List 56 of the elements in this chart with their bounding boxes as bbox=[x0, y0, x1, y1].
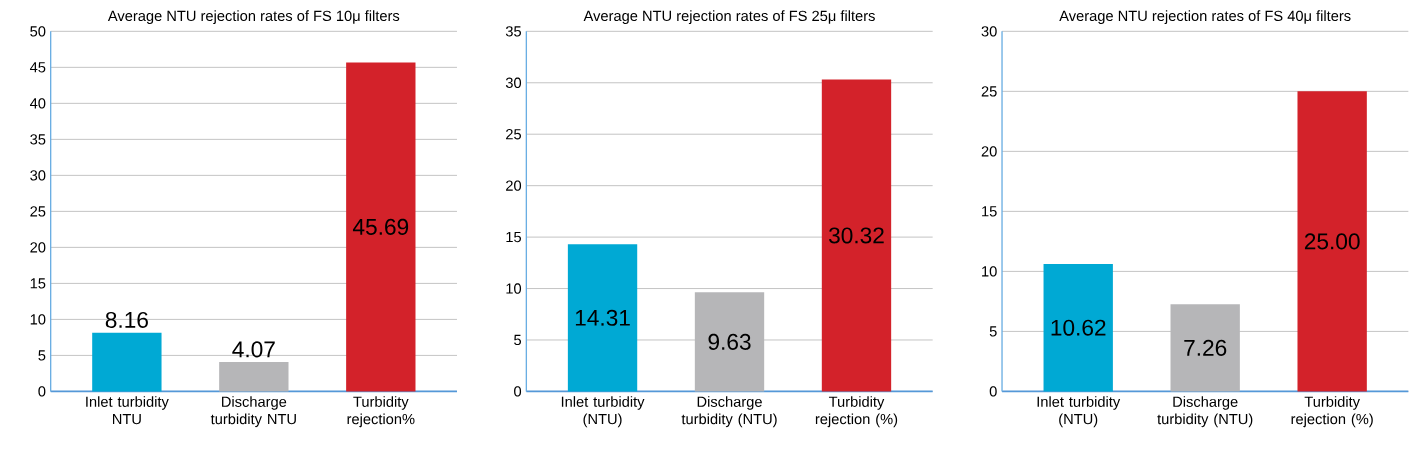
y-tick-label: 20 bbox=[30, 242, 46, 253]
y-tick-label: 50 bbox=[30, 26, 46, 37]
y-tick-label: 0 bbox=[514, 386, 522, 397]
y-tick-label: 25 bbox=[30, 206, 46, 217]
y-tick-label: 0 bbox=[38, 386, 46, 397]
chart-title: Average NTU rejection rates of FS 40μ filters bbox=[1059, 10, 1351, 24]
bar bbox=[92, 332, 162, 392]
data-label: 14.31 bbox=[575, 309, 630, 326]
y-tick-label: 10 bbox=[506, 283, 522, 294]
y-tick-label: 30 bbox=[30, 170, 46, 181]
data-label: 30.32 bbox=[828, 227, 884, 244]
y-tick-label: 20 bbox=[981, 146, 997, 157]
y-tick-label: 30 bbox=[505, 77, 522, 88]
data-label: 4.07 bbox=[232, 341, 275, 358]
bar bbox=[1170, 304, 1240, 392]
bar bbox=[567, 244, 638, 392]
x-tick-label: Inlet turbidity (NTU) bbox=[561, 396, 645, 428]
bar bbox=[1043, 263, 1113, 392]
data-label: 7.26 bbox=[1184, 339, 1227, 356]
y-tick-label: 45 bbox=[29, 62, 46, 73]
y-tick-label: 35 bbox=[30, 134, 46, 145]
y-tick-label: 5 bbox=[514, 334, 522, 346]
data-label: 25.00 bbox=[1304, 233, 1360, 250]
bar bbox=[821, 79, 892, 392]
chart-title: Average NTU rejection rates of FS 10μ filters bbox=[107, 10, 400, 24]
data-label: 9.63 bbox=[708, 333, 751, 350]
y-tick-label: 30 bbox=[981, 26, 997, 37]
y-tick-label: 35 bbox=[505, 26, 522, 37]
x-tick-label: Turbidity rejection (%) bbox=[815, 396, 898, 428]
data-label: 45.69 bbox=[352, 218, 409, 235]
y-tick-label: 15 bbox=[982, 206, 997, 217]
y-tick-label: 15 bbox=[30, 278, 46, 289]
y-tick-label: 25 bbox=[506, 128, 522, 140]
x-tick-label: Inlet turbidity NTU bbox=[86, 396, 169, 425]
bar bbox=[694, 292, 765, 392]
x-tick-label: Turbidity rejection% bbox=[347, 396, 415, 428]
y-tick-label: 40 bbox=[29, 98, 46, 109]
bar bbox=[1297, 91, 1367, 392]
bar bbox=[346, 62, 416, 392]
y-tick-label: 25 bbox=[981, 86, 997, 97]
x-tick-label: Discharge turbidity NTU bbox=[210, 396, 296, 428]
x-tick-label: Discharge turbidity (NTU) bbox=[681, 396, 777, 428]
y-tick-label: 0 bbox=[989, 386, 997, 397]
y-tick-label: 10 bbox=[30, 314, 46, 325]
data-label: 10.62 bbox=[1051, 319, 1106, 336]
y-tick-label: 15 bbox=[506, 231, 522, 243]
bar bbox=[219, 362, 289, 392]
y-tick-label: 5 bbox=[989, 326, 997, 337]
y-tick-label: 10 bbox=[982, 266, 997, 277]
x-tick-label: Discharge turbidity (NTU) bbox=[1157, 396, 1253, 428]
x-tick-label: Inlet turbidity (NTU) bbox=[1037, 396, 1121, 428]
y-tick-label: 5 bbox=[38, 350, 46, 361]
x-tick-label: Turbidity rejection (%) bbox=[1291, 396, 1373, 428]
data-label: 8.16 bbox=[105, 311, 148, 328]
chart-title: Average NTU rejection rates of FS 25μ filters bbox=[583, 10, 875, 24]
y-tick-label: 20 bbox=[506, 180, 522, 191]
